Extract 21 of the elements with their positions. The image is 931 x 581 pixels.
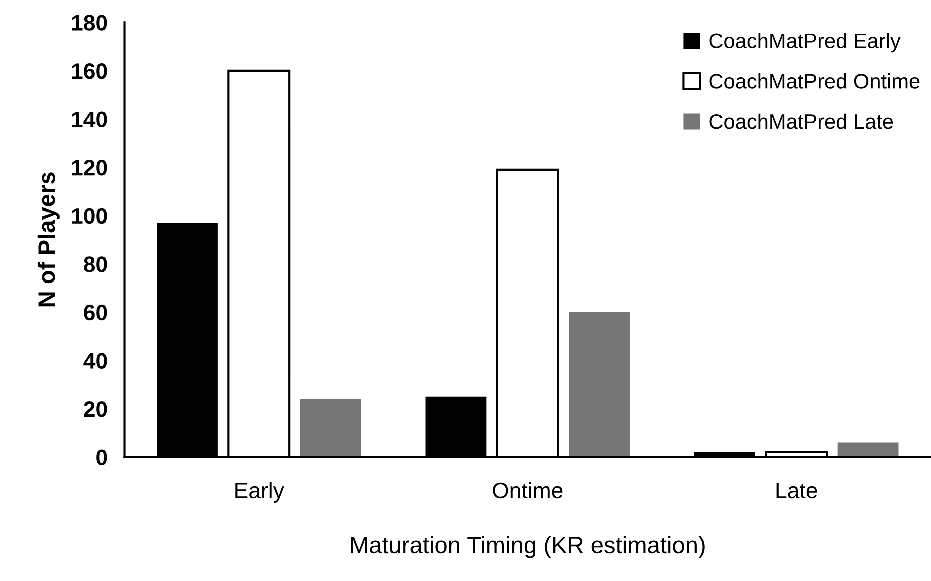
- y-axis-title: N of Players: [38, 172, 60, 307]
- y-tick-label: 80: [84, 256, 108, 272]
- x-axis-title: Maturation Timing (KR estimation): [351, 536, 705, 558]
- y-tick-label: 180: [72, 15, 108, 31]
- legend-label: CoachMatPred Late: [710, 114, 894, 130]
- y-tick-label: 160: [72, 63, 108, 80]
- legend-label: CoachMatPred Ontime: [710, 74, 920, 89]
- bar: [838, 442, 899, 458]
- x-tick-label: Early: [236, 482, 284, 503]
- y-tick-label: 0: [96, 450, 108, 466]
- y-tick-label: 120: [72, 160, 108, 176]
- y-tick-label: 20: [84, 401, 108, 418]
- y-tick-label: 140: [72, 112, 108, 128]
- y-tick-label: 60: [84, 304, 108, 321]
- y-tick-label: 100: [72, 208, 108, 224]
- x-tick-label: Ontime: [493, 482, 563, 499]
- bar: [569, 312, 630, 458]
- x-tick-label: Late: [776, 483, 818, 499]
- y-tick-label: 40: [84, 353, 108, 369]
- bar: [300, 399, 362, 458]
- legend-label: CoachMatPred Early: [710, 33, 901, 53]
